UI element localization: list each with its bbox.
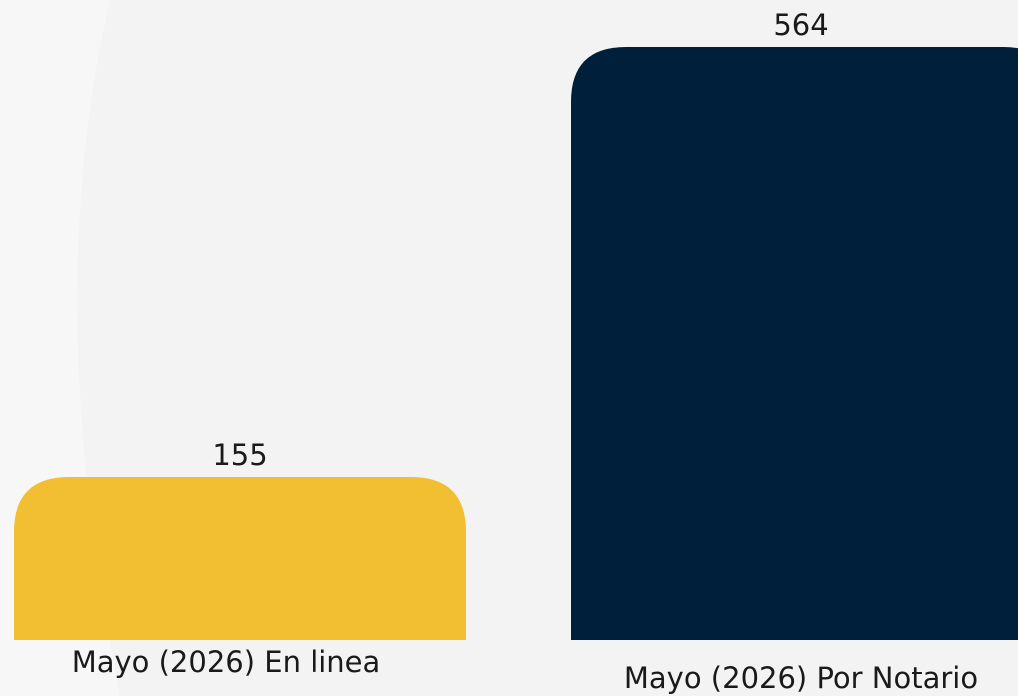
value-label: 155 <box>212 438 267 472</box>
bar <box>571 47 1018 640</box>
x-tick-label: Mayo (2026) En linea <box>72 645 381 679</box>
value-label: 564 <box>773 8 828 42</box>
bar <box>14 477 466 640</box>
x-tick-label: Mayo (2026) Por Notario <box>624 661 978 695</box>
